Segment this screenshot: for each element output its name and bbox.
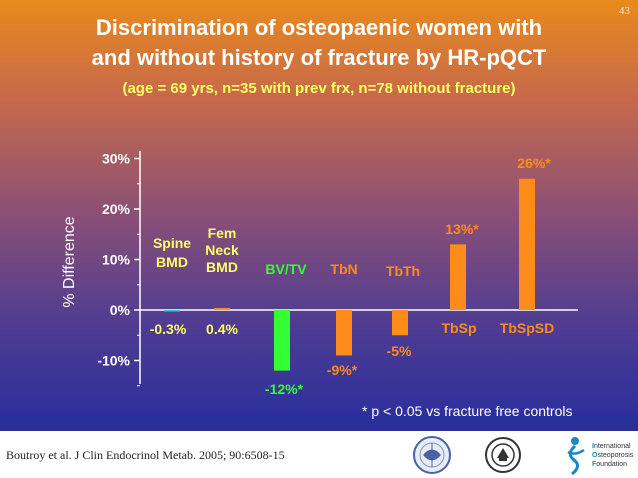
foundation-seal-logo — [485, 437, 521, 473]
bar-7 — [519, 178, 535, 310]
value-label: -0.3% — [150, 321, 187, 337]
category-label: Spine BMD — [153, 235, 191, 270]
y-tick-label: -10% — [97, 353, 130, 369]
value-label: 26%* — [517, 155, 551, 171]
bar-2 — [214, 307, 230, 310]
significance-footnote: * p < 0.05 vs fracture free controls — [362, 403, 573, 419]
bar-4 — [336, 310, 352, 356]
category-label: TbN — [330, 261, 357, 277]
iof-logo-figure — [567, 437, 585, 476]
category-label: BV/TV — [265, 261, 307, 277]
society-seal-logo — [413, 436, 451, 474]
value-label: -5% — [387, 343, 412, 359]
value-label: 0.4% — [206, 321, 238, 337]
category-label: TbTh — [386, 263, 420, 279]
y-tick-label: 0% — [110, 302, 131, 318]
footer-bar: Boutroy et al. J Clin Endocrinol Metab. … — [0, 431, 638, 478]
y-axis-label: % Difference — [61, 216, 78, 307]
iof-word-2: steoporosis — [597, 452, 634, 459]
category-label: Fem Neck BMD — [205, 225, 239, 275]
y-tick-label: 30% — [102, 151, 131, 167]
subtitle: (age = 69 yrs, n=35 with prev frx, n=78 … — [122, 80, 516, 97]
iof-word-1: nternational — [593, 443, 631, 450]
slide-number: 43 — [619, 5, 630, 17]
y-tick-label: 10% — [102, 252, 131, 268]
bar-3 — [274, 310, 290, 371]
y-tick-label: 20% — [102, 201, 131, 217]
value-label: -12%* — [265, 381, 304, 397]
citation: Boutroy et al. J Clin Endocrinol Metab. … — [6, 448, 285, 462]
category-label: TbSpSD — [500, 320, 554, 336]
bar-6 — [450, 244, 466, 310]
value-label: 13%* — [445, 221, 479, 237]
bar-1 — [164, 310, 180, 312]
title-line-1: Discrimination of osteopaenic women with — [95, 15, 543, 40]
iof-word-3: oundation — [596, 461, 628, 468]
title-line-2: and without history of fracture by HR-pQ… — [91, 45, 547, 70]
value-label: -9%* — [327, 362, 358, 378]
bar-5 — [392, 310, 408, 336]
category-label: TbSp — [442, 320, 477, 336]
bar-chart: 30% 20% 10% 0% -10% % Difference Spine BMD Fem N… — [61, 151, 555, 397]
iof-logo-text: International Osteoporosis Foundation — [592, 443, 634, 468]
